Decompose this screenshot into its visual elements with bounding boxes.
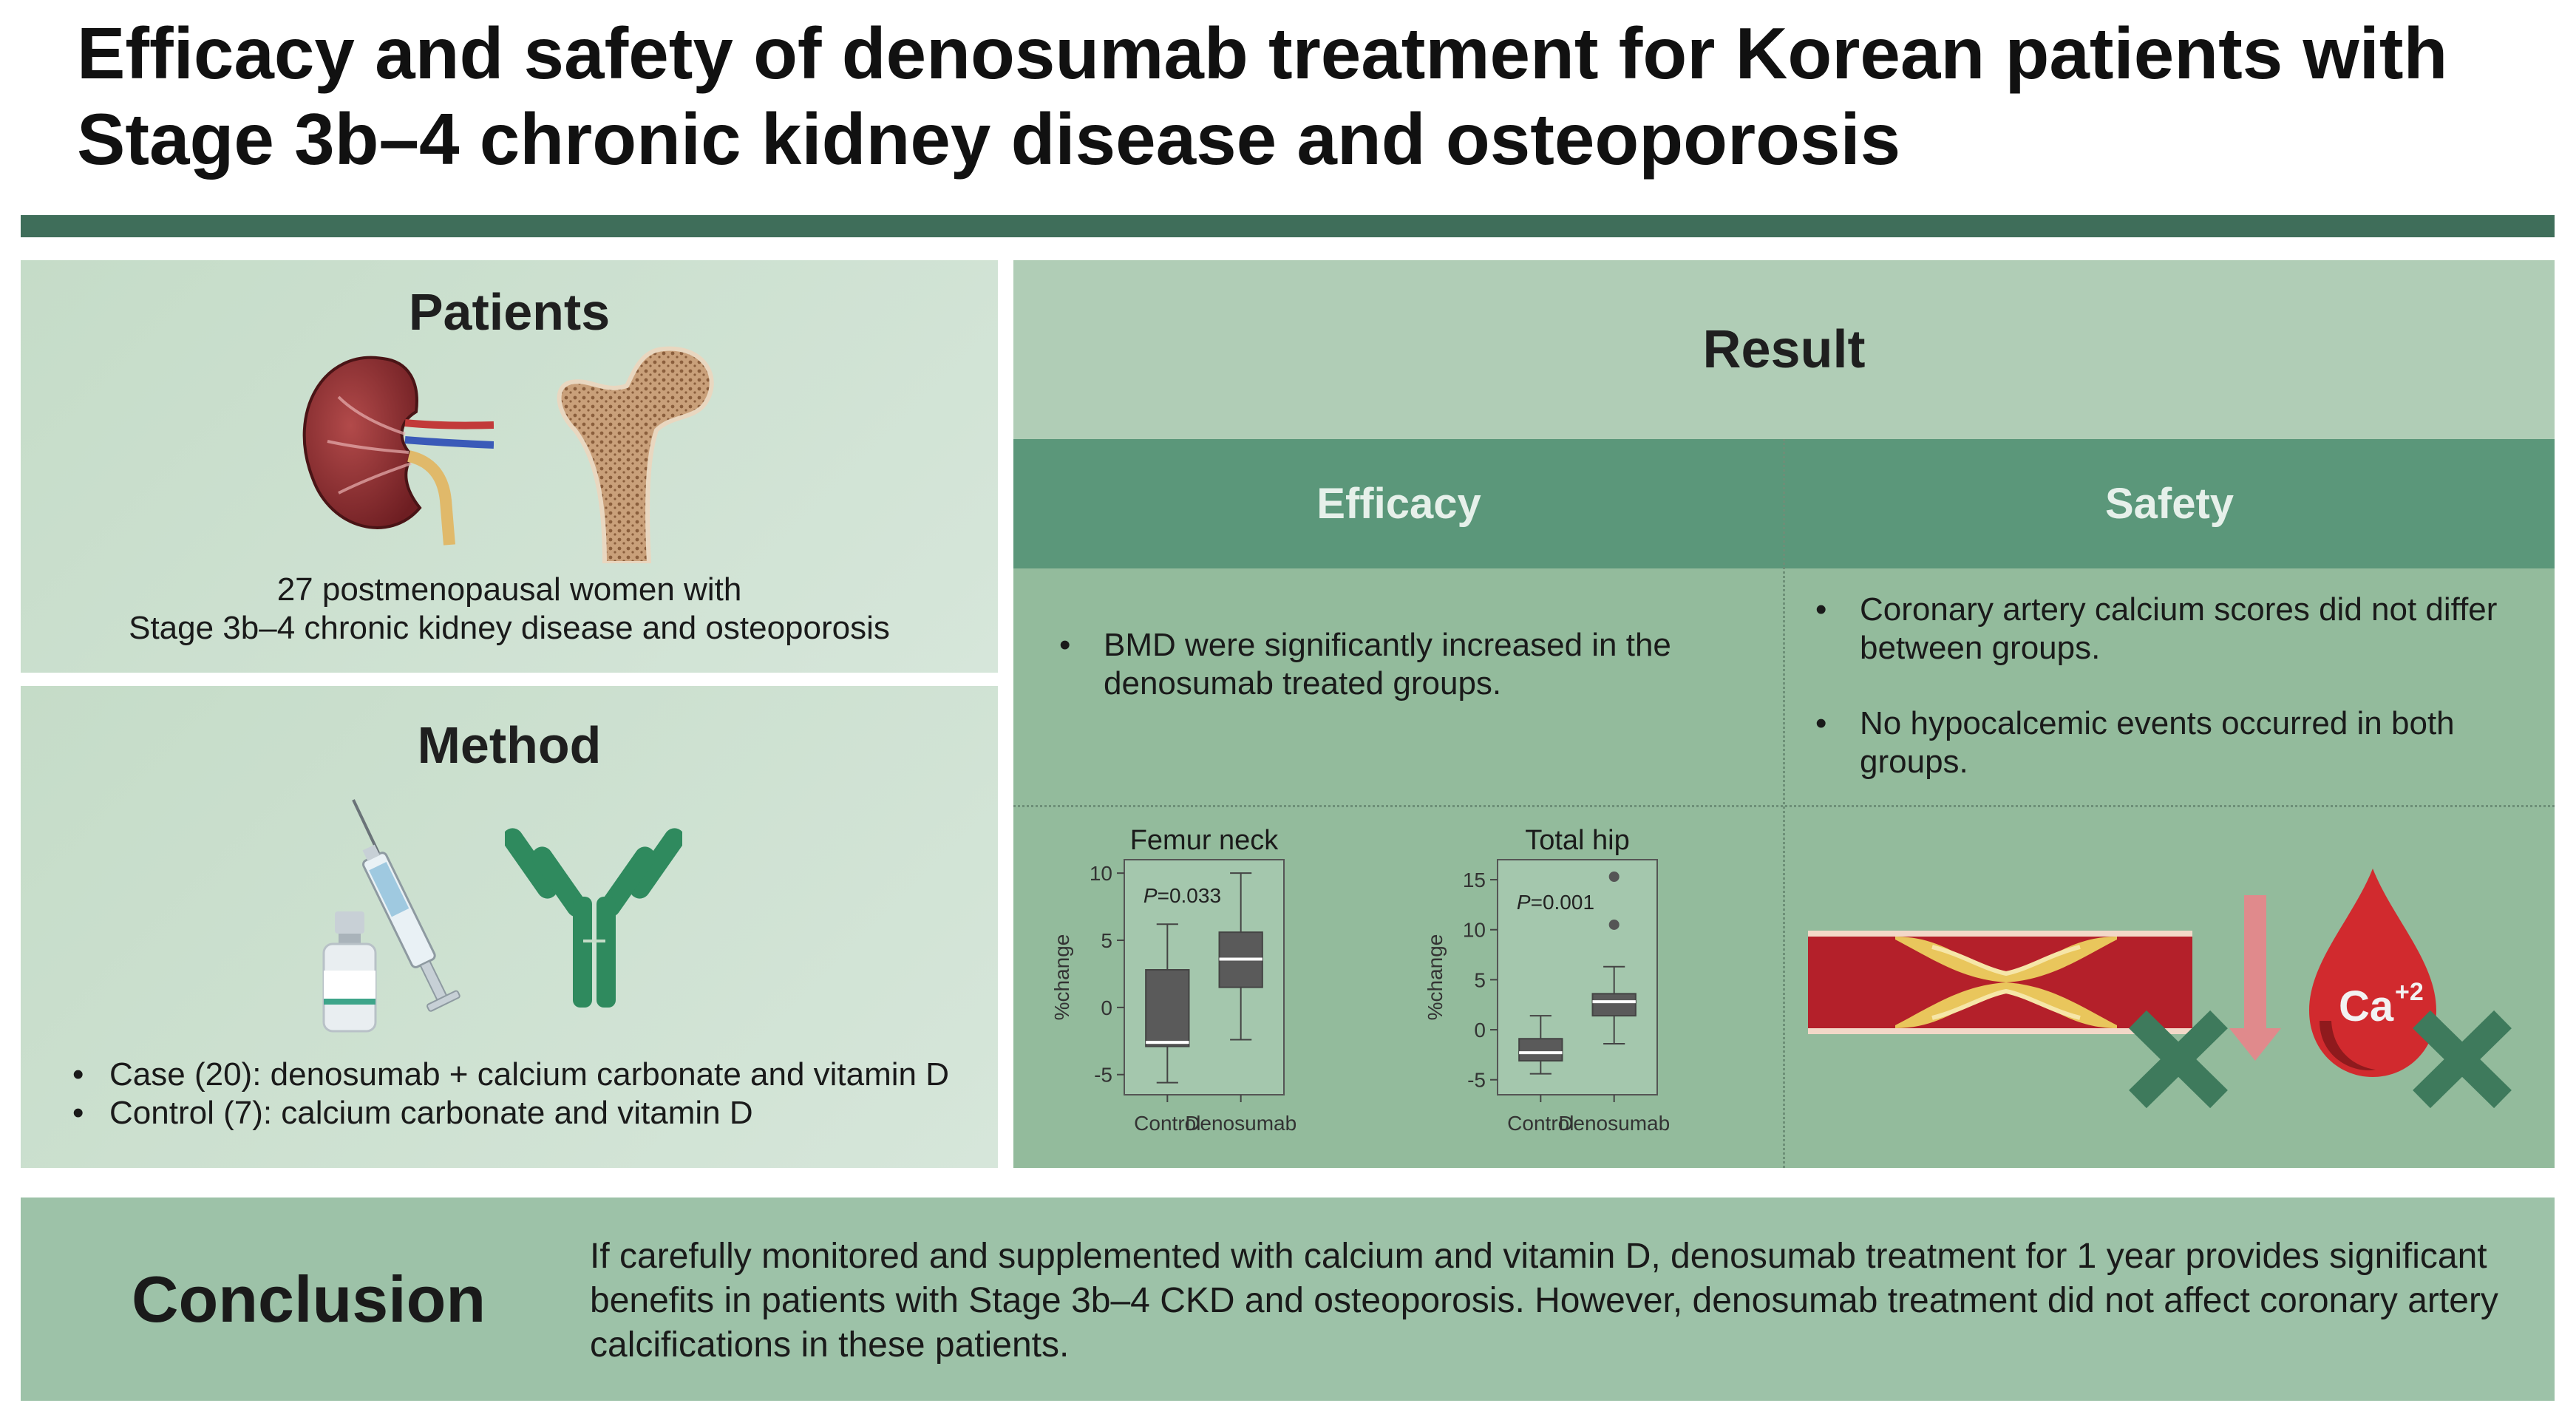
vial-icon xyxy=(322,911,377,1033)
x-tick-label: Control xyxy=(1134,1112,1200,1135)
x-tick-label: Control xyxy=(1507,1112,1574,1135)
y-tick-label: 15 xyxy=(1463,869,1486,891)
down-arrow-icon xyxy=(2229,895,2281,1061)
y-tick-label: 5 xyxy=(1474,968,1486,991)
conclusion-heading: Conclusion xyxy=(132,1262,486,1336)
y-axis-label: %change xyxy=(1424,934,1447,1021)
page-title: Efficacy and safety of denosumab treatme… xyxy=(77,13,2448,180)
efficacy-header: Efficacy xyxy=(1013,439,1784,568)
efficacy-bullet: BMD were significantly increased in the … xyxy=(1043,626,1753,703)
p-label: P xyxy=(1517,891,1531,914)
method-panel: Method Case (20): denosumab + calcium c xyxy=(21,686,998,1168)
result-row-divider xyxy=(1013,805,2555,807)
p-value: =0.033 xyxy=(1158,884,1221,907)
safety-image-cell: Ca +2 xyxy=(1784,806,2555,1168)
x-tick-label: Denosumab xyxy=(1185,1112,1297,1135)
box xyxy=(1518,1038,1563,1061)
p-value-annotation: P=0.033 xyxy=(1143,884,1221,907)
y-tick-label: -5 xyxy=(1094,1064,1112,1087)
title-divider-bar xyxy=(21,215,2555,237)
x-tick-label: Denosumab xyxy=(1558,1112,1670,1135)
safety-illustration: Ca +2 xyxy=(1808,869,2512,1109)
efficacy-chart-cell: Femur neck -5 0 5 10 %change Control Denosumab P… xyxy=(1013,806,1784,1168)
conclusion-panel: Conclusion If carefully monitored and su… xyxy=(21,1198,2555,1401)
y-tick-label: 0 xyxy=(1474,1019,1486,1042)
patients-desc-line1: 27 postmenopausal women with xyxy=(276,571,742,608)
artery-plaque-icon xyxy=(1808,931,2192,1034)
safety-text-cell: Coronary artery calcium scores did not d… xyxy=(1784,568,2555,806)
safety-bullets: Coronary artery calcium scores did not d… xyxy=(1799,591,2538,818)
safety-header: Safety xyxy=(1784,439,2555,568)
outlier-point xyxy=(1608,919,1620,930)
result-panel: Result Efficacy Safety BMD were signific… xyxy=(1013,260,2555,1168)
y-tick-label: 10 xyxy=(1090,862,1112,885)
antibody-icon xyxy=(505,828,682,1008)
cross-icon xyxy=(2413,1010,2512,1109)
calcium-label: Ca xyxy=(2339,982,2394,1030)
method-list: Case (20): denosumab + calcium carbonate… xyxy=(72,1056,949,1132)
syringe-icon xyxy=(352,799,461,1012)
patients-heading: Patients xyxy=(408,283,611,341)
p-value: =0.001 xyxy=(1531,891,1594,914)
box xyxy=(1591,993,1637,1017)
y-axis-label: %change xyxy=(1050,934,1073,1021)
y-tick-label: 5 xyxy=(1101,929,1112,952)
conclusion-text: If carefully monitored and supplemented … xyxy=(590,1237,2498,1365)
efficacy-bullets: BMD were significantly increased in the … xyxy=(1043,626,1753,703)
patients-panel: Patients 27 postmenopausal women with St… xyxy=(21,260,998,673)
y-tick-label: 10 xyxy=(1463,919,1486,942)
bmd-boxplot-charts: Femur neck-50510%changeControlDenosumabP… xyxy=(1050,825,1670,1135)
efficacy-text-cell: BMD were significantly increased in the … xyxy=(1013,568,1784,806)
blood-drop-icon: Ca +2 xyxy=(2309,869,2436,1077)
chart-title: Femur neck xyxy=(1130,825,1279,856)
p-value-annotation: P=0.001 xyxy=(1517,891,1594,914)
kidney-icon xyxy=(302,356,494,546)
boxplot-1: Total hip -5 0 5 10 15 %change ControlDenosumab… xyxy=(1424,825,1670,1135)
box xyxy=(1145,969,1190,1047)
safety-bullet-calcium-score: Coronary artery calcium scores did not d… xyxy=(1799,591,2538,667)
method-item-control: Control (7): calcium carbonate and vitam… xyxy=(72,1094,949,1132)
safety-bullet-hypocalcemia: No hypocalcemic events occurred in both … xyxy=(1799,704,2538,781)
result-column-divider xyxy=(1783,439,1785,1168)
cross-icon xyxy=(2129,1010,2228,1109)
method-item-case: Case (20): denosumab + calcium carbonate… xyxy=(72,1056,949,1094)
y-tick-label: -5 xyxy=(1467,1069,1486,1092)
outlier-point xyxy=(1608,872,1620,883)
patients-desc-line2: Stage 3b–4 chronic kidney disease and os… xyxy=(129,610,890,646)
y-tick-label: 0 xyxy=(1101,996,1112,1019)
femur-bone-icon xyxy=(557,346,714,563)
result-heading: Result xyxy=(1702,320,1866,379)
p-label: P xyxy=(1143,884,1158,907)
patients-description: 27 postmenopausal women with Stage 3b–4 … xyxy=(21,571,998,648)
method-heading: Method xyxy=(417,716,602,774)
chart-title: Total hip xyxy=(1525,825,1630,856)
calcium-superscript: +2 xyxy=(2395,978,2424,1006)
